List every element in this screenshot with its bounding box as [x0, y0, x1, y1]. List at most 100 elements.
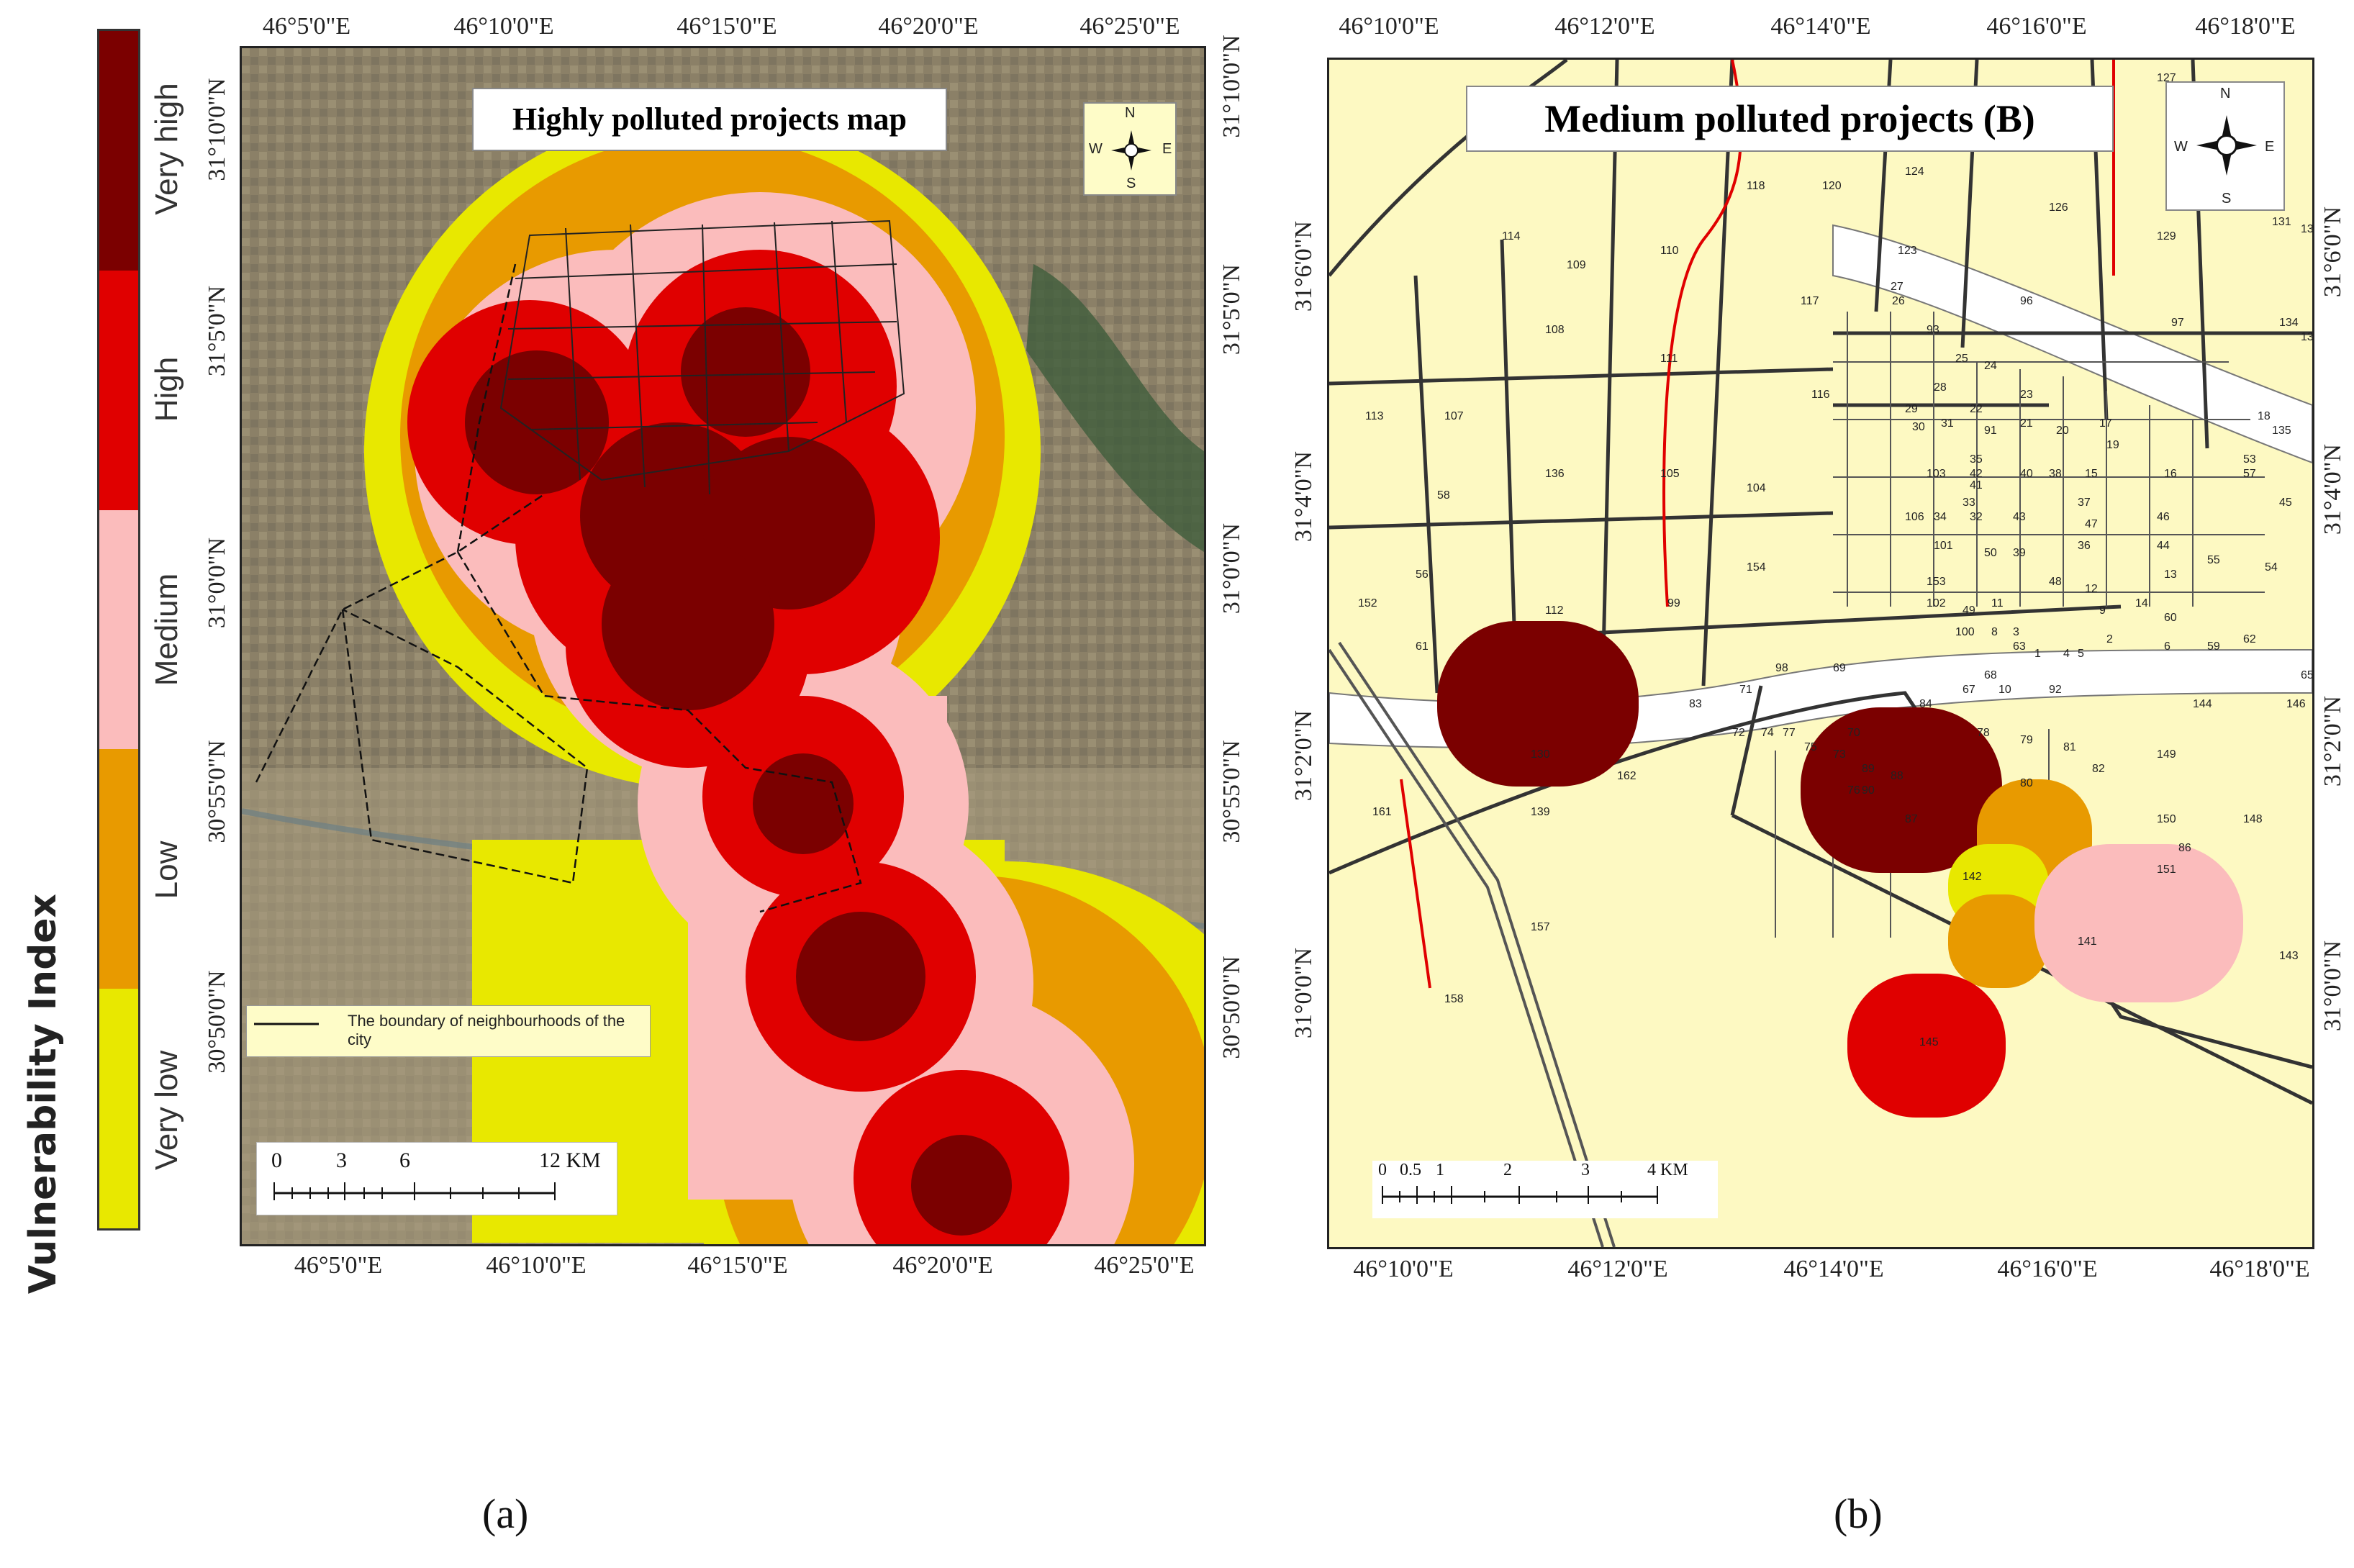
zone-very-high: [1801, 707, 2002, 873]
compass-s: S: [1126, 176, 1136, 191]
parcel-label: 5: [2078, 648, 2084, 660]
map-b-canvas: 1151181201241271141101091231261291311331…: [1329, 60, 2312, 1247]
legend-swatch-very-low: [99, 989, 138, 1228]
map-a-title: Highly polluted projects map: [472, 88, 947, 151]
legend-swatch-very-high: [99, 31, 138, 271]
parcel-label: 25: [1955, 353, 1968, 365]
parcel-label: 139: [1531, 806, 1550, 818]
map-b-left-tick: 31°0'0"N: [1290, 947, 1317, 1039]
parcel-label: 135: [2272, 425, 2291, 437]
map-a-canvas: [242, 48, 1204, 1244]
parcel-label: 65: [2301, 669, 2312, 681]
parcel-label: 148: [2243, 813, 2263, 825]
map-a-bottom-tick: 46°25'0"E: [1094, 1252, 1195, 1279]
map-b-right-tick: 31°4'0"N: [2319, 443, 2346, 535]
parcel-label: 2: [2106, 633, 2113, 645]
parcel-label: 144: [2193, 698, 2212, 710]
parcel-label: 43: [2013, 511, 2026, 523]
parcel-label: 28: [1934, 381, 1947, 394]
map-a-highly-polluted: Highly polluted projects map N S W E The…: [240, 46, 1206, 1246]
map-a-left-tick: 30°55'0"N: [204, 740, 230, 843]
parcel-label: 55: [2207, 554, 2220, 566]
parcel-label: 133: [2301, 223, 2312, 235]
legend-label-high: High: [149, 356, 184, 422]
parcel-label: 109: [1567, 259, 1586, 271]
parcel-label: 54: [2265, 561, 2278, 574]
caption-a: (a): [482, 1490, 529, 1537]
map-a-top-tick: 46°25'0"E: [1079, 13, 1180, 40]
legend-label-very-low: Very low: [149, 1050, 184, 1171]
parcel-label: 49: [1963, 604, 1975, 617]
parcel-label: 127: [2157, 72, 2176, 84]
parcel-label: 152: [1358, 597, 1377, 609]
parcel-label: 116: [1811, 389, 1830, 401]
parcel-label: 6: [2164, 640, 2170, 653]
map-a-bottom-tick: 46°20'0"E: [892, 1252, 993, 1279]
parcel-label: 42: [1970, 468, 1983, 480]
map-b-bottom-tick: 46°12'0"E: [1567, 1256, 1668, 1282]
parcel-label: 37: [2078, 497, 2091, 509]
compass-e: E: [1162, 141, 1172, 157]
scale-bar-b: 0 0.5 1 2 3 4 KM: [1372, 1161, 1718, 1218]
map-a-right-tick: 31°0'0"N: [1218, 522, 1245, 615]
compass-w: W: [2174, 139, 2188, 155]
parcel-label: 67: [1963, 684, 1975, 696]
parcel-label: 48: [2049, 576, 2062, 588]
parcel-label: 111: [1660, 353, 1678, 365]
parcel-label: 130: [1531, 748, 1550, 761]
map-b-bottom-tick: 46°10'0"E: [1353, 1256, 1454, 1282]
parcel-label: 57: [2243, 468, 2256, 480]
caption-b: (b): [1834, 1490, 1883, 1537]
parcel-label: 79: [2020, 734, 2033, 746]
parcel-label: 31: [1941, 417, 1954, 430]
parcel-label: 161: [1372, 806, 1392, 818]
parcel-label: 84: [1919, 698, 1932, 710]
legend-label-low: Low: [149, 840, 184, 899]
parcel-label: 104: [1747, 482, 1766, 494]
map-a-left-tick: 31°10'0"N: [204, 78, 230, 181]
parcel-label: 131: [2272, 216, 2291, 228]
parcel-label: 120: [1822, 180, 1842, 192]
parcel-label: 83: [1689, 698, 1702, 710]
parcel-label: 118: [1747, 180, 1765, 192]
map-b-right-tick: 31°6'0"N: [2319, 206, 2346, 298]
parcel-label: 76: [1847, 784, 1860, 797]
compass-n: N: [2220, 86, 2231, 101]
parcel-label: 126: [2049, 201, 2068, 214]
main-roads: [1329, 60, 2312, 1105]
parcel-label: 154: [1747, 561, 1766, 574]
map-a-top-tick: 46°10'0"E: [453, 13, 554, 40]
map-a-top-tick: 46°15'0"E: [676, 13, 777, 40]
parcel-label: 18: [2258, 410, 2271, 422]
parcel-label: 34: [1934, 511, 1947, 523]
map-a-bottom-tick: 46°15'0"E: [687, 1252, 788, 1279]
parcel-label: 62: [2243, 633, 2256, 645]
legend-label-very-high: Very high: [149, 83, 184, 215]
parcel-label: 63: [2013, 640, 2026, 653]
parcel-label: 114: [1502, 230, 1521, 243]
parcel-label: 1: [2034, 648, 2041, 660]
parcel-label: 142: [1963, 871, 1982, 883]
map-b-bottom-tick: 46°14'0"E: [1783, 1256, 1884, 1282]
zone-very-high: [465, 307, 1012, 1236]
parcel-label: 13: [2164, 568, 2177, 581]
parcel-label: 41: [1970, 479, 1983, 491]
parcel-label: 117: [1801, 295, 1819, 307]
parcel-label: 56: [1416, 568, 1429, 581]
scale-b-label: 0: [1378, 1161, 1387, 1179]
map-b-top-tick: 46°18'0"E: [2195, 13, 2296, 40]
legend-title: Vulnerability Index: [22, 893, 65, 1295]
parcel-label: 86: [2178, 842, 2191, 854]
parcel-label: 10: [1998, 684, 2011, 696]
parcel-label: 77: [1783, 727, 1796, 739]
parcel-label: 22: [1970, 403, 1983, 415]
map-b-bottom-tick: 46°18'0"E: [2209, 1256, 2310, 1282]
map-b-medium-polluted: 1151181201241271141101091231261291311331…: [1327, 58, 2314, 1249]
parcel-label: 45: [2279, 497, 2292, 509]
parcel-label: 105: [1660, 468, 1680, 480]
parcel-label: 134: [2279, 317, 2299, 329]
parcel-label: 91: [1984, 425, 1997, 437]
map-a-bottom-tick: 46°10'0"E: [486, 1252, 587, 1279]
map-a-left-tick: 30°50'0"N: [204, 970, 230, 1074]
map-a-bottom-tick: 46°5'0"E: [294, 1252, 383, 1279]
